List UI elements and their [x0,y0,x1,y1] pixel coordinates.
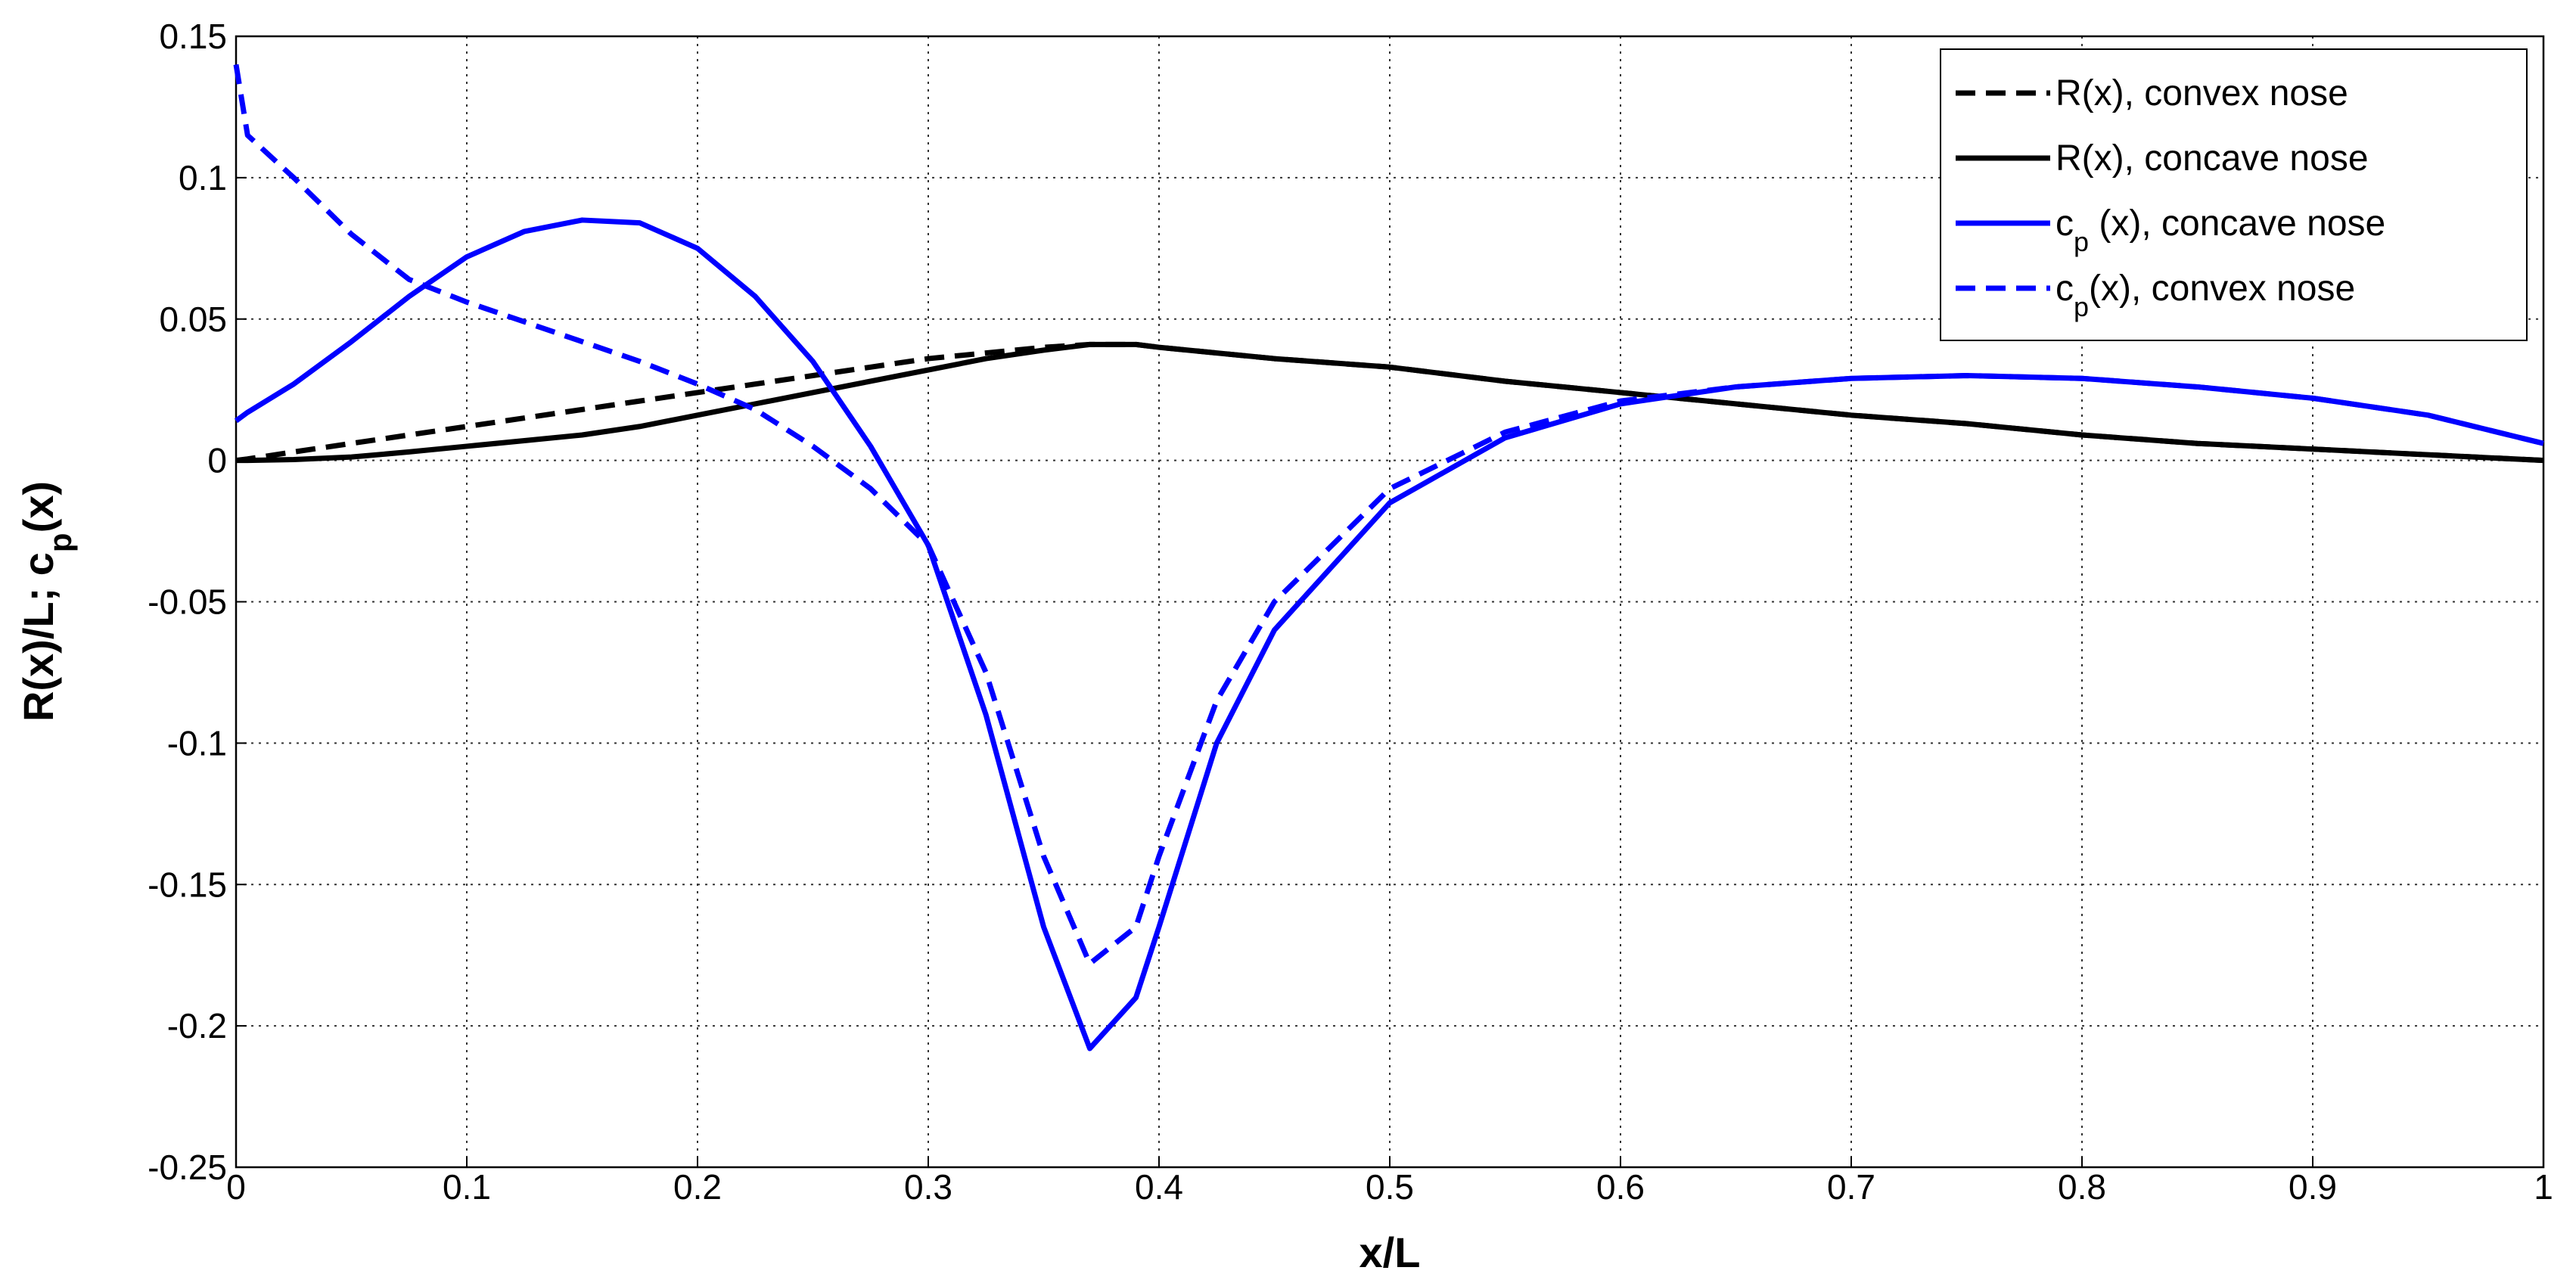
y-tick-label: 0.1 [179,158,227,197]
legend-box [1940,48,2528,341]
y-tick-label: 0.05 [159,300,227,339]
x-tick-label: 0.9 [2289,1167,2337,1207]
legend-label: R(x), convex nose [2056,73,2348,113]
x-axis-label: x/L [1359,1229,1421,1276]
y-tick-label: -0.15 [148,865,227,904]
series-line [236,341,2544,464]
x-tick-label: 0.3 [904,1167,952,1207]
x-tick-label: 0.6 [1596,1167,1645,1207]
plot-frame [235,35,2545,1169]
y-tick-label: -0.25 [148,1148,227,1187]
series-line [235,341,2544,464]
x-tick-label: 0.4 [1135,1167,1183,1207]
y-tick-label: -0.2 [167,1006,227,1045]
series-line [234,217,2544,1051]
y-tick-label: 0 [207,441,227,480]
x-tick-label: 0.2 [673,1167,722,1207]
x-tick-label: 1 [2534,1167,2553,1207]
x-tick-label: 0.5 [1366,1167,1414,1207]
x-tick-label: 0.7 [1827,1167,1875,1207]
y-tick-label: -0.1 [167,723,227,763]
legend-label: R(x), concave nose [2056,138,2369,179]
x-tick-label: 0 [226,1167,246,1207]
x-tick-label: 0.8 [2058,1167,2106,1207]
y-tick-label: 0.15 [159,17,227,56]
y-tick-label: -0.05 [148,582,227,622]
x-tick-label: 0.1 [443,1167,491,1207]
